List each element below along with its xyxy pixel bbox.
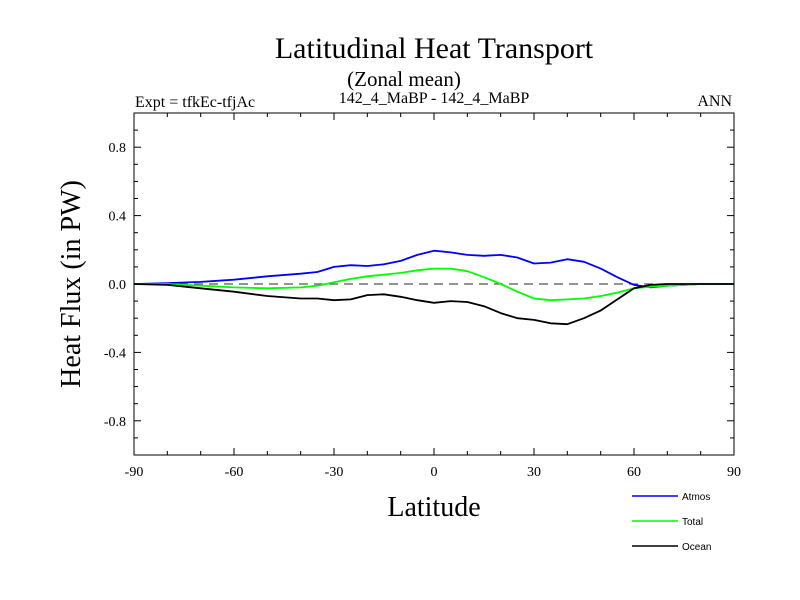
plot-area: -90 -60 -30 0 30 60 90 -0.8 -0.4 0.0 0.4 0.8 [104, 112, 741, 480]
x-tick-label: 30 [527, 465, 541, 480]
legend: Atmos Total Ocean [632, 492, 711, 553]
y-tick-label: 0.8 [109, 141, 127, 156]
y-tick-label: 0.0 [109, 278, 127, 293]
x-tick-label: 60 [627, 465, 641, 480]
y-tick-label: -0.8 [104, 415, 126, 430]
series-line-atmos [133, 249, 734, 289]
x-tick-label: -60 [225, 465, 244, 480]
experiment-label: Expt = tfkEc-tfjAc [135, 94, 255, 111]
x-tick-label: -90 [125, 465, 144, 480]
y-tick-label: -0.4 [104, 346, 126, 361]
x-axis-title: Latitude [387, 492, 480, 523]
y-tick-label: 0.4 [109, 210, 127, 225]
series-line-ocean [133, 283, 734, 326]
legend-label-total: Total [682, 517, 703, 528]
legend-label-atmos: Atmos [682, 492, 710, 503]
case-label: 142_4_MaBP - 142_4_MaBP [339, 90, 530, 107]
x-tick-label: -30 [325, 465, 344, 480]
season-label: ANN [697, 93, 732, 110]
series-line-total [134, 267, 734, 302]
chart-subtitle: (Zonal mean) [347, 67, 461, 91]
x-tick-label: 0 [431, 465, 438, 480]
x-tick-label: 90 [727, 465, 741, 480]
legend-label-ocean: Ocean [682, 542, 711, 553]
y-axis-title: Heat Flux (in PW) [56, 180, 87, 388]
chart-title: Latitudinal Heat Transport [275, 32, 594, 65]
